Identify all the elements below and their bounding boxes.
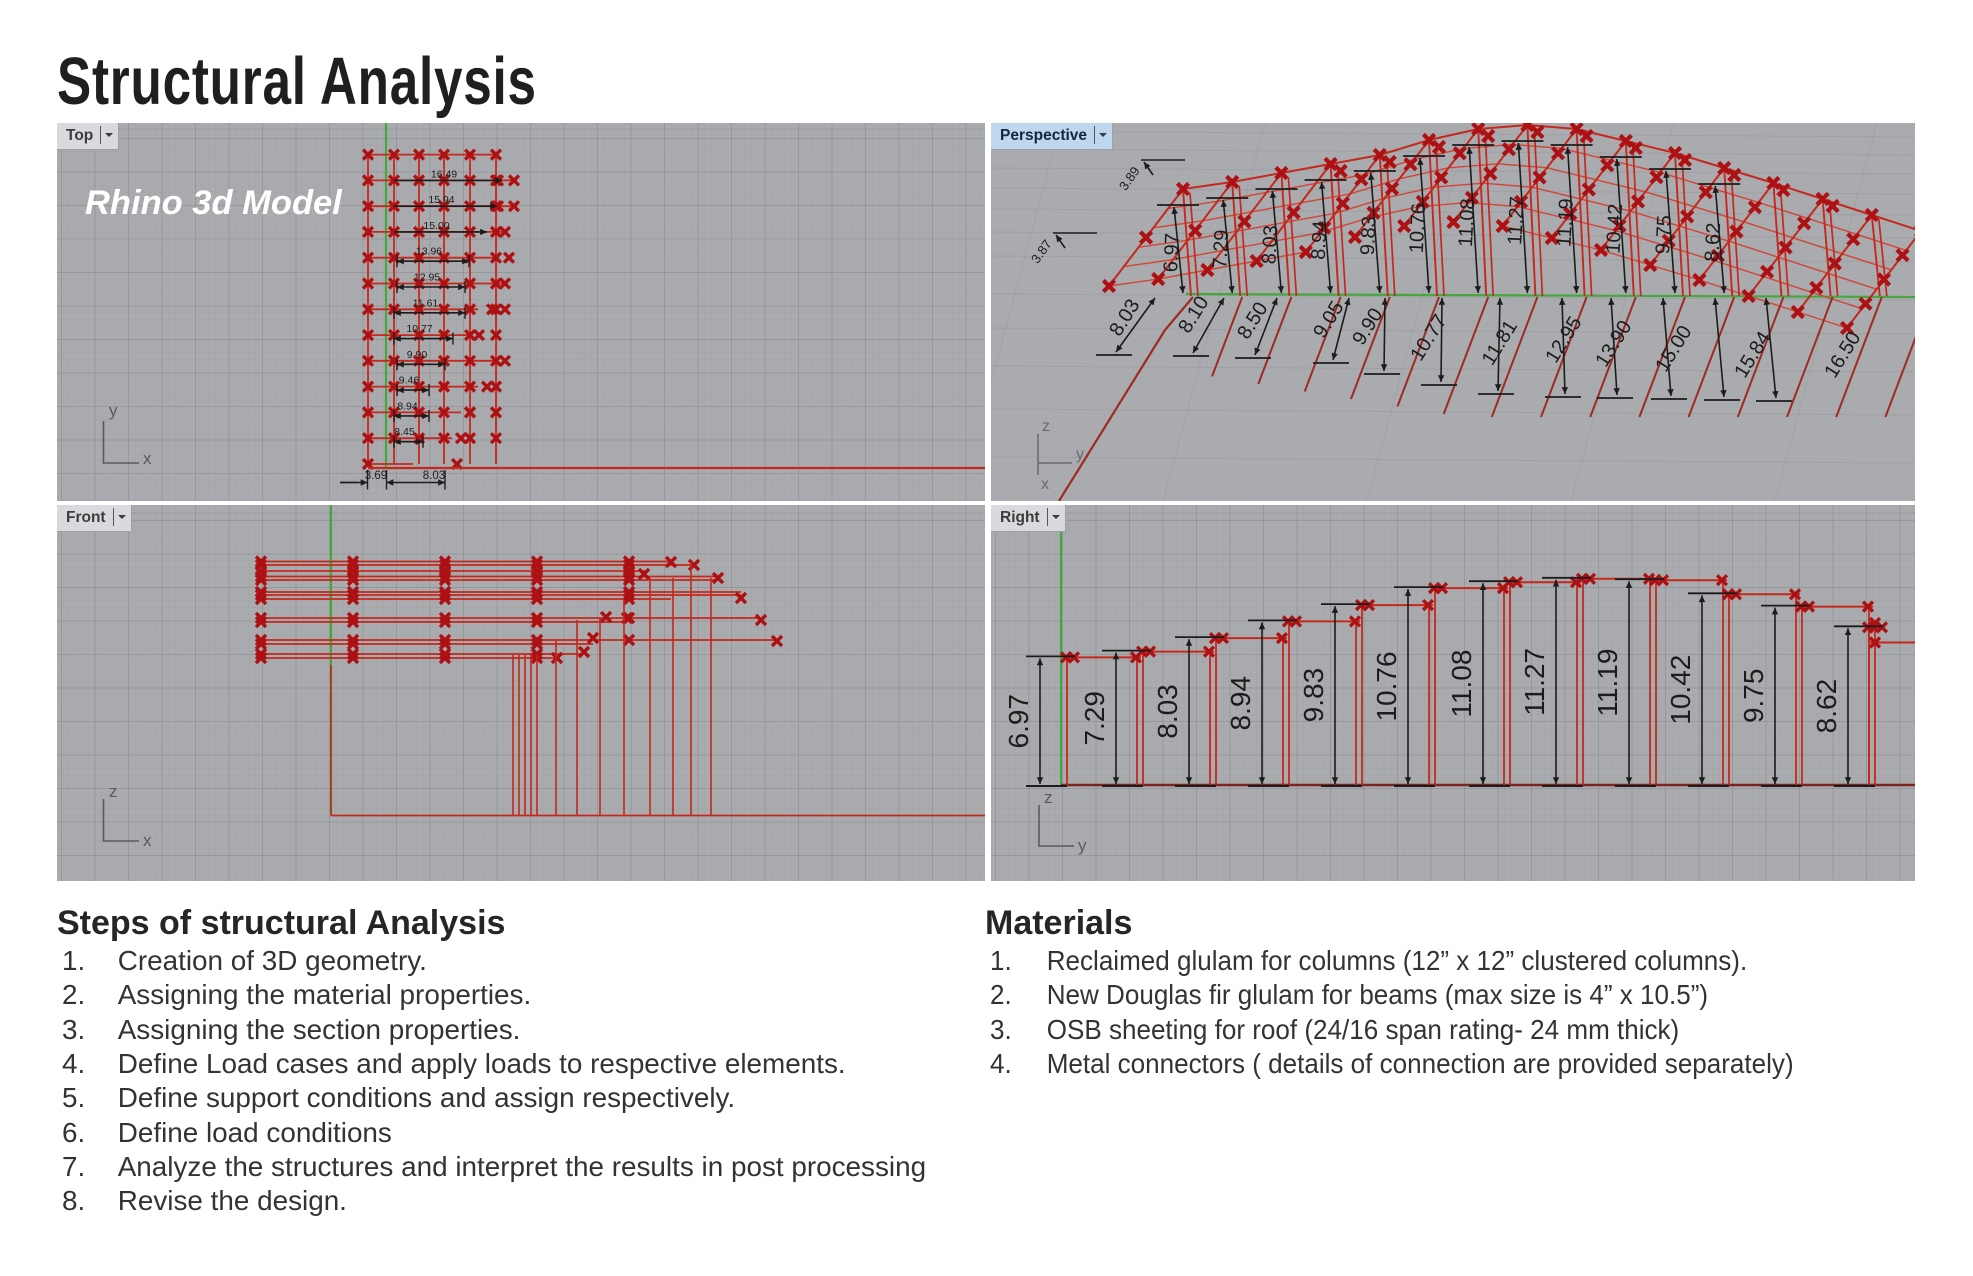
svg-text:z: z	[1042, 418, 1050, 435]
svg-text:13.96: 13.96	[416, 246, 442, 258]
svg-text:15.00: 15.00	[1651, 322, 1696, 376]
svg-text:11.08: 11.08	[1446, 650, 1477, 718]
svg-text:8.03: 8.03	[1105, 295, 1144, 340]
svg-text:8.94: 8.94	[397, 400, 418, 412]
svg-text:16.49: 16.49	[431, 168, 457, 180]
svg-text:11.81: 11.81	[1478, 316, 1522, 369]
svg-text:11.61: 11.61	[413, 297, 439, 309]
svg-text:z: z	[109, 782, 118, 801]
svg-text:8.03: 8.03	[423, 470, 445, 482]
svg-text:9.90: 9.90	[1348, 304, 1387, 349]
svg-text:11.27: 11.27	[1504, 196, 1529, 246]
svg-text:13.90: 13.90	[1591, 317, 1636, 371]
svg-text:x: x	[143, 449, 152, 468]
svg-text:10.42: 10.42	[1665, 655, 1696, 725]
svg-text:3.69: 3.69	[365, 470, 387, 482]
svg-text:10.76: 10.76	[1406, 203, 1431, 254]
svg-text:y: y	[1078, 836, 1087, 855]
svg-text:x: x	[143, 831, 152, 850]
svg-text:z: z	[1044, 788, 1053, 807]
svg-text:8.10: 8.10	[1174, 292, 1213, 337]
svg-text:9.83: 9.83	[1298, 668, 1329, 723]
svg-text:7.29: 7.29	[1079, 691, 1110, 746]
svg-text:11.27: 11.27	[1519, 648, 1550, 716]
svg-text:x: x	[1041, 476, 1049, 493]
svg-text:15.00: 15.00	[423, 220, 449, 232]
svg-text:11.19: 11.19	[1592, 649, 1623, 717]
svg-text:8.94: 8.94	[1308, 220, 1332, 260]
svg-text:9.75: 9.75	[1738, 669, 1769, 724]
svg-text:12.95: 12.95	[414, 272, 440, 284]
svg-text:9.90: 9.90	[407, 349, 428, 361]
svg-text:6.97: 6.97	[1160, 233, 1184, 273]
svg-text:10.77: 10.77	[406, 323, 432, 335]
svg-text:y: y	[109, 401, 118, 420]
svg-text:11.19: 11.19	[1553, 198, 1578, 248]
svg-text:12.95: 12.95	[1541, 313, 1586, 367]
svg-text:6.97: 6.97	[1003, 694, 1034, 749]
svg-text:10.77: 10.77	[1406, 311, 1451, 365]
svg-text:8.62: 8.62	[1811, 679, 1842, 734]
svg-text:16.50: 16.50	[1820, 328, 1865, 382]
svg-text:8.03: 8.03	[1152, 684, 1183, 739]
svg-text:9.83: 9.83	[1357, 216, 1381, 256]
svg-text:y: y	[1076, 446, 1084, 463]
svg-text:10.42: 10.42	[1603, 203, 1628, 254]
svg-text:15.94: 15.94	[428, 194, 454, 206]
svg-text:7.29: 7.29	[1209, 229, 1233, 269]
svg-text:8.62: 8.62	[1701, 222, 1725, 262]
svg-text:8.45: 8.45	[394, 426, 415, 438]
svg-text:10.76: 10.76	[1371, 651, 1402, 721]
svg-text:11.08: 11.08	[1455, 198, 1480, 248]
svg-text:8.03: 8.03	[1258, 225, 1282, 265]
svg-text:8.94: 8.94	[1225, 676, 1256, 731]
svg-text:9.75: 9.75	[1652, 215, 1676, 255]
svg-text:9.46: 9.46	[399, 375, 420, 387]
svg-text:3.87: 3.87	[1028, 237, 1055, 266]
svg-text:15.84: 15.84	[1730, 328, 1775, 382]
svg-text:Rhino 3d Model: Rhino 3d Model	[85, 184, 343, 222]
